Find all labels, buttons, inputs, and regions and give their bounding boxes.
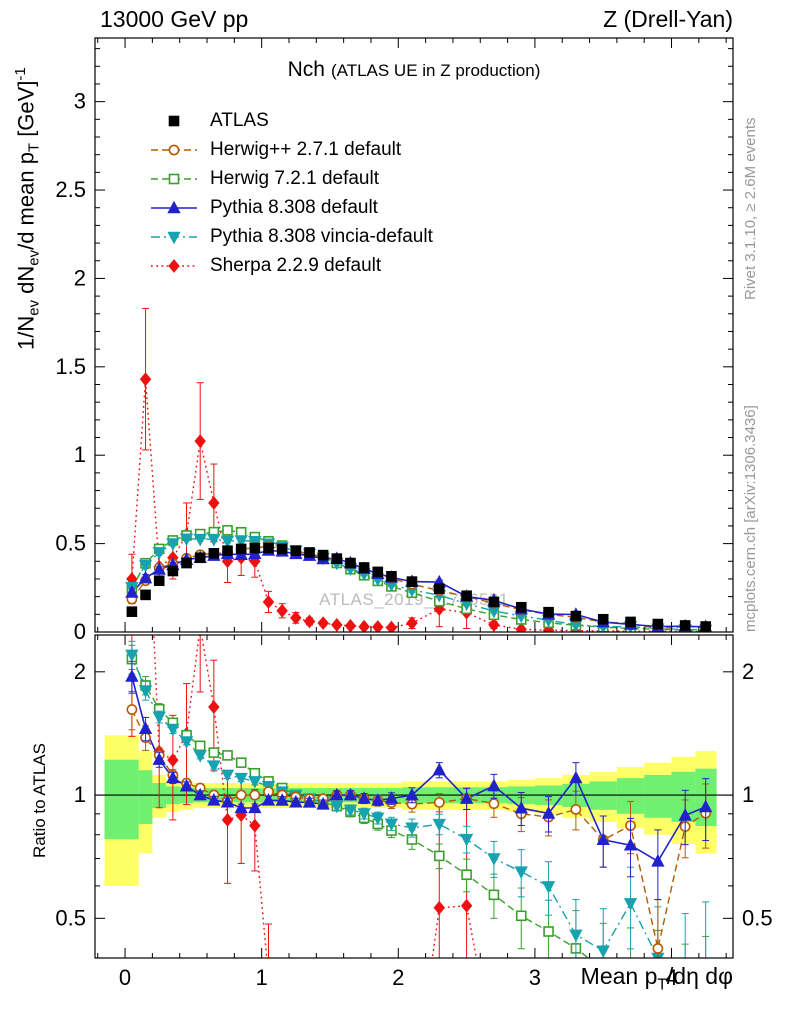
beam-energy-label: 13000 GeV pp: [100, 6, 249, 32]
svg-text:1: 1: [256, 965, 268, 990]
svg-text:0: 0: [119, 965, 131, 990]
series-line-pythia-8-308-vincia-default: [131, 538, 706, 631]
svg-text:2.5: 2.5: [55, 177, 86, 202]
y-axis-label-ratio: Ratio to ATLAS: [30, 743, 49, 858]
plot-title-sub: (ATLAS UE in Z production): [330, 61, 541, 80]
svg-text:2: 2: [74, 265, 86, 290]
ratio-line-herwig-2-7-1-default: [131, 709, 707, 949]
legend-item-sherpa-2-2-9-default: Sherpa 2.2.9 default: [148, 251, 433, 280]
mcplots-credit: mcplots.cern.ch [arXiv:1306.3436]: [742, 405, 759, 632]
legend-item-label: Herwig 7.2.1 default: [210, 167, 379, 189]
svg-text:3: 3: [529, 965, 541, 990]
svg-text:3: 3: [74, 89, 86, 114]
plot-title-main: Nch: [287, 58, 325, 81]
svg-text:1: 1: [74, 442, 86, 467]
series-points-sherpa-2-2-9-default: [126, 307, 712, 632]
series-points-atlas: [126, 542, 711, 632]
svg-text:4: 4: [665, 965, 677, 990]
legend-item-label: Sherpa 2.2.9 default: [210, 254, 382, 276]
ratio-line-sherpa-2-2-9-default: [153, 635, 478, 958]
svg-text:0.5: 0.5: [55, 905, 86, 930]
legend-marker-icon: [151, 173, 197, 184]
uncertainty-bands: [104, 735, 717, 886]
legend-item-label: ATLAS: [210, 109, 269, 131]
legend: ATLAS Herwig++ 2.7.1 default Herwig 7.2.1 …: [148, 106, 433, 280]
y-axis-label-main: 1/Nev dNev/d mean pT [GeV]-1: [12, 67, 43, 350]
main-panel-series: [125, 307, 713, 632]
legend-item-label: Pythia 8.308 default: [210, 196, 378, 218]
legend-item-pythia-8-308-default: Pythia 8.308 default: [148, 193, 433, 222]
ratio-line-herwig-7-2-1-default: [131, 658, 590, 958]
svg-text:2: 2: [392, 965, 404, 990]
x-axis-label: Mean pT/dη dφ: [580, 963, 733, 994]
main-frame: 0 0.5 1 1.5 2 2.5 3: [55, 37, 734, 644]
svg-text:1: 1: [742, 782, 754, 807]
svg-text:0: 0: [74, 619, 86, 644]
legend-item-herwig-2-7-1-default: Herwig++ 2.7.1 default: [148, 135, 433, 164]
legend-item-pythia-8-308-vincia-default: Pythia 8.308 vincia-default: [148, 222, 433, 251]
process-label: Z (Drell-Yan): [603, 6, 733, 32]
legend-marker-icon: [168, 115, 180, 126]
legend-marker-icon: [151, 144, 197, 155]
svg-text:2: 2: [74, 659, 86, 684]
svg-text:0.5: 0.5: [55, 531, 86, 556]
legend-item-label: Pythia 8.308 vincia-default: [210, 225, 433, 247]
plot-title: Nch (ATLAS UE in Z production): [95, 58, 733, 82]
legend-marker-icon: [151, 231, 197, 244]
legend-marker-icon: [151, 258, 197, 273]
svg-text:1: 1: [74, 782, 86, 807]
series-line-pythia-8-308-default: [131, 549, 706, 628]
svg-text:1.5: 1.5: [55, 354, 86, 379]
ratio-panel-series: [125, 635, 713, 958]
legend-item-herwig-7-2-1-default: Herwig 7.2.1 default: [148, 164, 433, 193]
ratio-points-pythia-8-308-default: [125, 660, 713, 901]
svg-text:0.5: 0.5: [742, 905, 773, 930]
ratio-frame: 0 1 2 3 4 0.5 0.5 1 1 2 2: [55, 634, 773, 990]
legend-item-label: Herwig++ 2.7.1 default: [210, 138, 402, 160]
rivet-version-credit: Rivet 3.1.10, ≥ 2.6M events: [742, 117, 759, 301]
svg-text:2: 2: [742, 659, 754, 684]
series-line-herwig-7-2-1-default: [131, 529, 706, 632]
series-line-sherpa-2-2-9-default: [131, 379, 706, 632]
legend-marker-icon: [151, 200, 197, 213]
legend-item-atlas: ATLAS: [148, 106, 433, 135]
